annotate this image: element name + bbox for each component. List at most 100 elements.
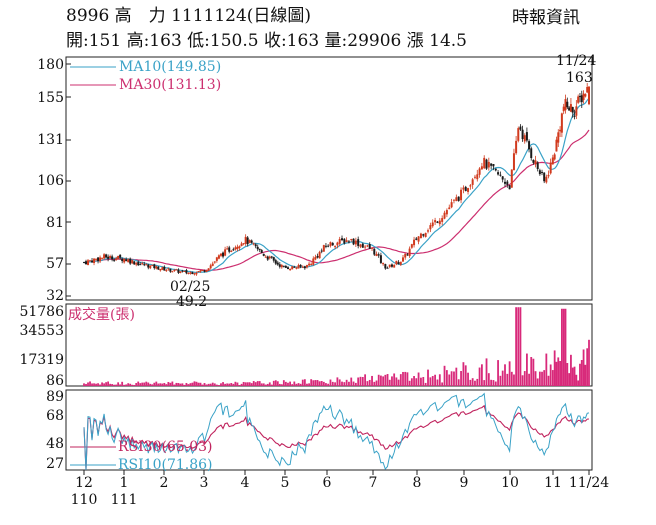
candle-up <box>410 244 413 248</box>
volume-bar <box>167 381 170 386</box>
candle-up <box>135 263 138 265</box>
volume-bar <box>205 384 208 386</box>
candle-down <box>506 181 509 185</box>
volume-bar <box>137 381 140 386</box>
volume-tick-3: 17319 <box>19 352 64 368</box>
candle-down <box>320 250 323 252</box>
candle-up <box>555 139 558 152</box>
candle-up <box>523 135 526 142</box>
candle-up <box>582 93 585 101</box>
price-tick-32: 32 <box>46 288 64 304</box>
x-tick-9: 9 <box>459 475 469 491</box>
volume-bar <box>584 364 587 386</box>
candle-up <box>424 232 427 237</box>
volume-bar <box>506 373 509 386</box>
volume-bar <box>195 381 198 386</box>
volume-bar <box>260 383 263 386</box>
candle-down <box>361 243 364 248</box>
candle-up <box>207 268 210 271</box>
candle-down <box>105 254 108 258</box>
candle-up <box>402 257 405 262</box>
candle-up <box>431 222 434 227</box>
candle-down <box>532 159 535 163</box>
candle-down <box>282 265 285 267</box>
x-tick-5: 5 <box>280 475 290 491</box>
candlesticks <box>83 82 590 276</box>
volume-bar <box>248 382 251 386</box>
candle-up <box>334 246 337 248</box>
candle-up <box>534 160 537 165</box>
candle-down <box>203 270 206 272</box>
volume-bar <box>308 383 310 386</box>
candle-down <box>177 269 180 273</box>
volume-bar <box>199 382 202 386</box>
volume-bar <box>523 371 526 386</box>
volume-bar <box>357 377 360 386</box>
volume-bar <box>163 382 166 386</box>
candle-down <box>324 245 327 247</box>
volume-bar <box>517 307 520 386</box>
candle-up <box>199 270 202 272</box>
volume-bar <box>455 367 458 386</box>
volume-bar <box>117 382 120 386</box>
volume-bar <box>534 371 537 386</box>
candle-down <box>530 148 533 159</box>
candle-up <box>547 174 550 177</box>
volume-bar <box>322 381 325 386</box>
candle-up <box>560 113 563 133</box>
candle-up <box>193 273 196 275</box>
moving-average-lines <box>83 97 590 274</box>
candle-up <box>175 269 178 271</box>
candle-down <box>274 260 277 264</box>
candle-down <box>578 96 581 98</box>
volume-bar <box>557 357 560 386</box>
volume-bar <box>551 370 554 386</box>
volume-bar <box>189 383 192 386</box>
volume-bar <box>352 381 355 386</box>
volume-bar <box>536 378 539 386</box>
candle-up <box>354 240 357 245</box>
candle-up <box>545 176 548 183</box>
candle-up <box>99 257 102 262</box>
candle-up <box>366 245 369 247</box>
candle-up <box>171 271 174 273</box>
volume-bar <box>105 382 107 386</box>
volume-bar <box>230 383 233 386</box>
volume-bar <box>289 381 291 386</box>
candle-up <box>448 207 451 210</box>
volume-bar <box>135 383 138 386</box>
volume-bar <box>528 373 530 386</box>
price-panel-frame <box>65 56 593 301</box>
volume-bar <box>95 383 97 386</box>
candle-up <box>371 247 374 249</box>
volume-bar <box>303 379 306 386</box>
volume-bar <box>331 381 334 386</box>
volume-bar <box>436 379 439 386</box>
volume-bar <box>270 384 273 386</box>
candle-down <box>303 266 306 269</box>
volume-bar <box>320 381 323 386</box>
volume-bar <box>246 382 249 386</box>
candle-up <box>155 266 158 269</box>
x-tick-8: 8 <box>412 475 422 491</box>
volume-bar <box>490 379 493 386</box>
volume-bar <box>312 380 315 386</box>
candle-down <box>272 257 275 261</box>
volume-bar <box>568 373 571 386</box>
x-tick-3: 3 <box>199 475 209 491</box>
volume-bar <box>238 385 241 386</box>
candle-down <box>147 264 150 268</box>
candle-down <box>157 266 160 270</box>
volume-bar <box>545 353 548 386</box>
candle-up <box>517 128 520 141</box>
volume-bar <box>450 371 453 386</box>
volume-bar <box>280 384 283 386</box>
volume-bar <box>469 379 472 386</box>
candle-up <box>226 248 229 250</box>
candle-down <box>228 247 231 252</box>
volume-bar <box>483 380 486 386</box>
volume-bar <box>228 383 231 386</box>
candle-up <box>149 265 152 269</box>
candle-down <box>503 181 506 184</box>
candle-down <box>286 267 289 270</box>
